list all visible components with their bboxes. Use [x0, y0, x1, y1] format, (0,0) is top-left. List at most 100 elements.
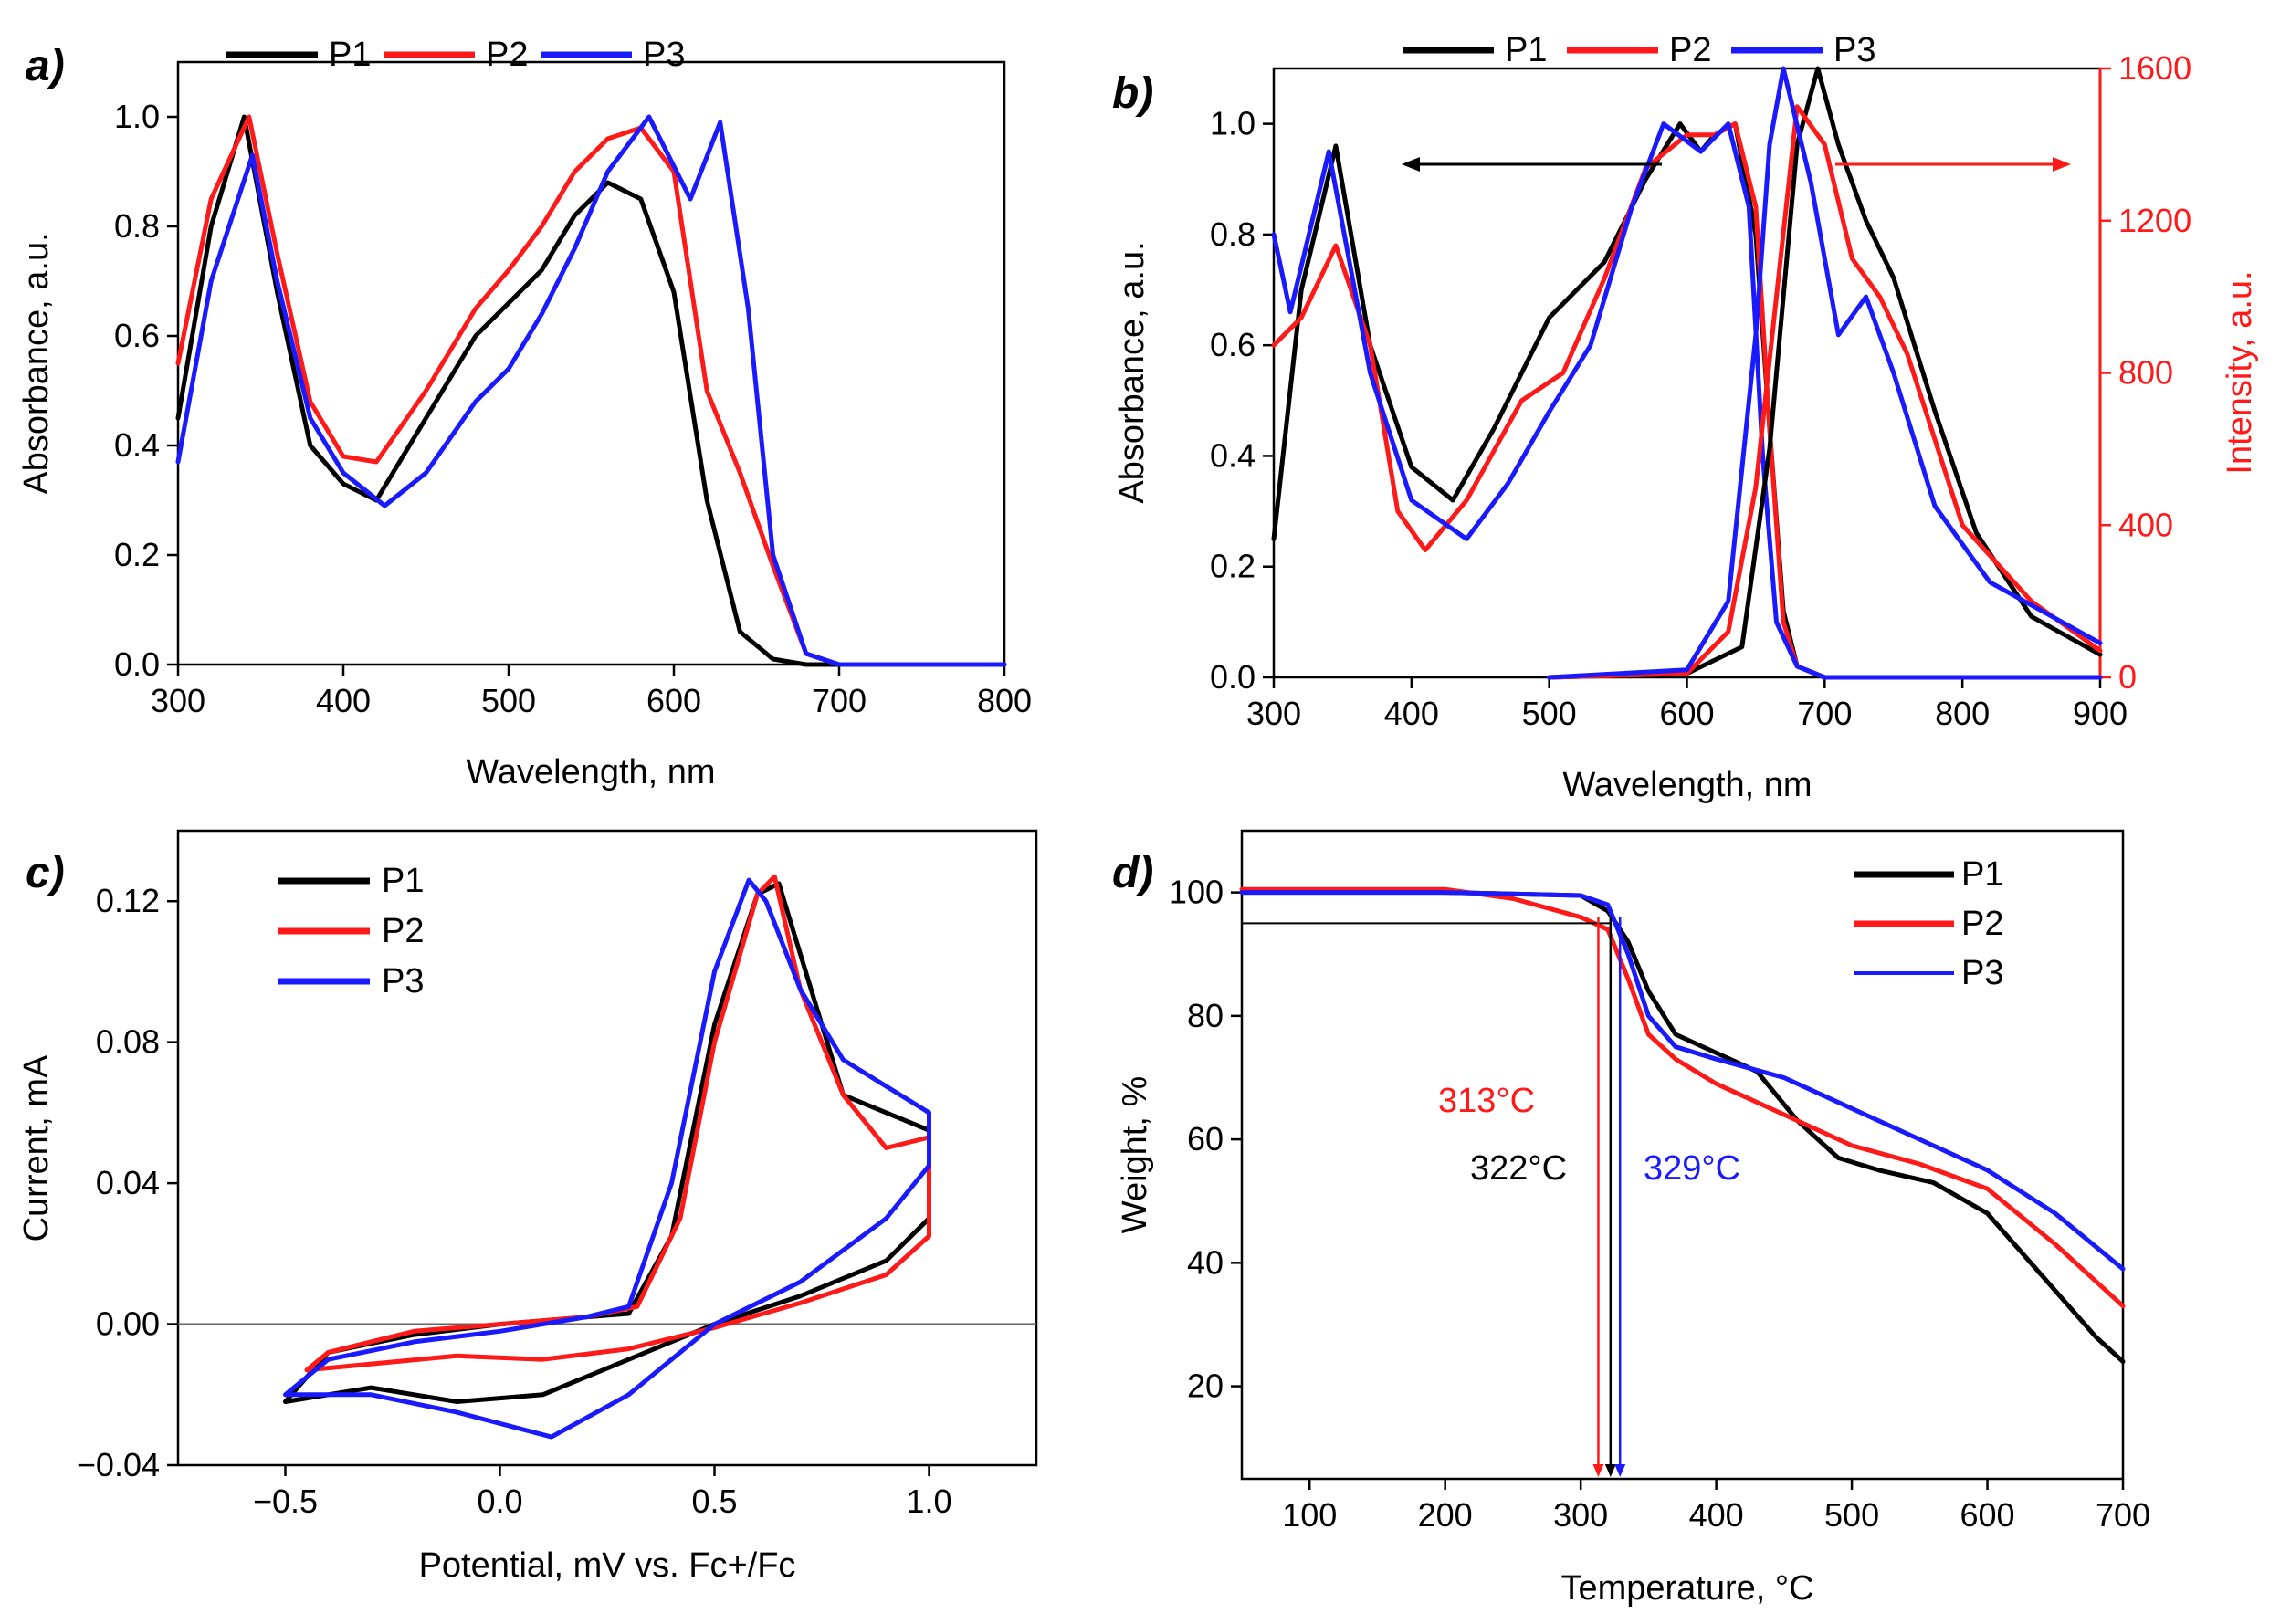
panel-c-series [178, 874, 1036, 1440]
panel-c-ylabel: Current, mA [17, 1054, 56, 1242]
y2tick-label: 800 [2118, 354, 2173, 392]
xtick-label: 400 [1689, 1496, 1744, 1534]
panel-a-xlabel: Wavelength, nm [466, 753, 715, 791]
onset-arrowhead [1604, 1464, 1616, 1477]
series-p2-absorbance [1271, 121, 2103, 680]
series-p2-emission [1547, 104, 2103, 680]
xtick-label: 500 [481, 682, 536, 719]
panel-b-legend: P1 P2 P3 [1403, 31, 1875, 69]
xtick-label: 500 [1824, 1496, 1879, 1534]
panel-c-xlabel: Potential, mV vs. Fc+/Fc [419, 1546, 796, 1585]
left-axis-arrowhead [1402, 157, 1420, 172]
y2tick-label: 0 [2118, 658, 2137, 696]
ytick-label: 0.8 [1210, 215, 1256, 253]
series-p3 [283, 877, 931, 1440]
ytick-label: 1.0 [1210, 105, 1256, 142]
legend-d-label-p3: P3 [1961, 954, 2003, 992]
xtick-label: 300 [1246, 695, 1301, 732]
annotation-313: 313°C [1438, 1082, 1535, 1120]
xtick-label: 0.0 [477, 1483, 522, 1520]
ytick-label: 1.0 [114, 98, 160, 135]
ytick-label: 60 [1187, 1120, 1224, 1158]
xtick-label: 800 [1935, 695, 1990, 732]
legend-c-label-p1: P1 [382, 862, 424, 900]
panel-a-ylabel: Absorbance, a.u. [17, 232, 56, 494]
ytick-label: 0.08 [96, 1023, 160, 1061]
panel-d: d) P1 P2 P3 100 200 300 400 500 600 700 20 40 60 8… [1112, 829, 2150, 1608]
panel-b-ylabel: Absorbance, a.u. [1113, 241, 1151, 503]
legend-c-label-p2: P2 [382, 912, 424, 950]
legend-a-label-p3: P3 [643, 36, 685, 74]
legend-d-label-p1: P1 [1961, 855, 2003, 894]
series-p3-emission [1547, 66, 2103, 680]
xtick-label: 600 [1659, 695, 1714, 732]
panel-a-ticks: 300 400 500 600 700 800 0.0 0.2 0.4 0.6 0.8 1.0 [114, 98, 1032, 719]
xtick-label: 400 [1384, 695, 1439, 732]
xtick-label: 600 [1960, 1496, 2014, 1534]
panel-b-xlabel: Wavelength, nm [1562, 766, 1812, 804]
panel-a-label: a) [26, 42, 65, 90]
xtick-label: 300 [151, 682, 205, 719]
panel-c-xlabel-text: Potential, mV vs. Fc+/Fc [419, 1546, 796, 1585]
panel-d-ticks: 100 200 300 400 500 600 700 20 40 60 80 100 [1169, 874, 2150, 1534]
right-axis-arrowhead [2053, 157, 2071, 172]
legend-b-label-p3: P3 [1833, 31, 1875, 69]
ytick-label: 100 [1169, 874, 1224, 911]
legend-b-label-p2: P2 [1669, 31, 1711, 69]
legend-d-label-p2: P2 [1961, 905, 2003, 943]
ytick-label: −0.04 [77, 1446, 160, 1483]
xtick-label: 500 [1522, 695, 1577, 732]
panel-b-label: b) [1112, 69, 1153, 118]
legend-a-label-p1: P1 [329, 36, 371, 74]
panel-b-axis-arrows [1402, 157, 2071, 172]
panel-c: c) P1 P2 P3 −0.5 0.0 0.5 1.0 −0.04 0.00 0.04 0.… [17, 829, 1038, 1585]
ytick-label: 0.6 [1210, 326, 1256, 363]
panel-a: a) P1 P2 P3 300 400 500 600 700 800 0.0 0.2 0.4 0… [17, 36, 1032, 791]
xtick-label: 400 [316, 682, 371, 719]
onset-arrowhead [1614, 1464, 1626, 1477]
xtick-label: 1.0 [906, 1483, 951, 1520]
ytick-label: 0.8 [114, 207, 160, 245]
y2tick-label: 1600 [2118, 49, 2191, 87]
panel-d-onset-markers [1242, 917, 1626, 1477]
xtick-label: 600 [646, 682, 701, 719]
panel-b-series [1271, 66, 2103, 680]
legend-b-label-p1: P1 [1505, 31, 1547, 69]
ytick-label: 0.4 [1210, 436, 1256, 474]
panel-c-frame [176, 829, 1038, 1467]
xtick-label: −0.5 [253, 1483, 318, 1520]
onset-arrowhead [1592, 1464, 1604, 1477]
panel-d-label: d) [1112, 849, 1153, 897]
panel-c-ticks: −0.5 0.0 0.5 1.0 −0.04 0.00 0.04 0.08 0.12 [77, 882, 952, 1520]
annotation-329: 329°C [1644, 1149, 1740, 1188]
xtick-label: 0.5 [691, 1483, 737, 1520]
series-p2 [175, 114, 1007, 667]
panel-d-xlabel: Temperature, °C [1560, 1569, 1813, 1608]
ytick-label: 40 [1187, 1243, 1224, 1281]
ytick-label: 0.04 [96, 1164, 160, 1201]
panel-d-ylabel: Weight, % [1116, 1076, 1154, 1233]
series-p2 [1239, 886, 2126, 1309]
ytick-label: 0.00 [96, 1305, 160, 1343]
series-p1-absorbance [1271, 121, 2103, 680]
panel-d-frame [1240, 829, 2125, 1481]
ytick-label: 0.2 [114, 536, 160, 573]
ytick-label: 0.12 [96, 882, 160, 919]
xtick-label: 700 [2096, 1496, 2150, 1534]
y2tick-label: 1200 [2118, 202, 2191, 239]
y2tick-label: 400 [2118, 506, 2173, 543]
ytick-label: 0.6 [114, 317, 160, 354]
series-p3-absorbance [1271, 121, 2103, 680]
ytick-label: 0.4 [114, 426, 160, 464]
series-p1 [175, 114, 1007, 667]
ytick-label: 0.2 [1210, 548, 1256, 585]
panel-d-legend: P1 P2 P3 [1854, 855, 2003, 992]
panel-d-series [1239, 886, 2126, 1364]
panel-b-frame [1272, 67, 2102, 679]
xtick-label: 100 [1282, 1496, 1337, 1534]
xtick-label: 200 [1418, 1496, 1473, 1534]
xtick-label: 800 [977, 682, 1032, 719]
panel-b: b) P1 P2 P3 300 400 500 600 700 800 900 0.0 0.2 0… [1112, 31, 2259, 804]
annotation-322: 322°C [1470, 1149, 1567, 1188]
